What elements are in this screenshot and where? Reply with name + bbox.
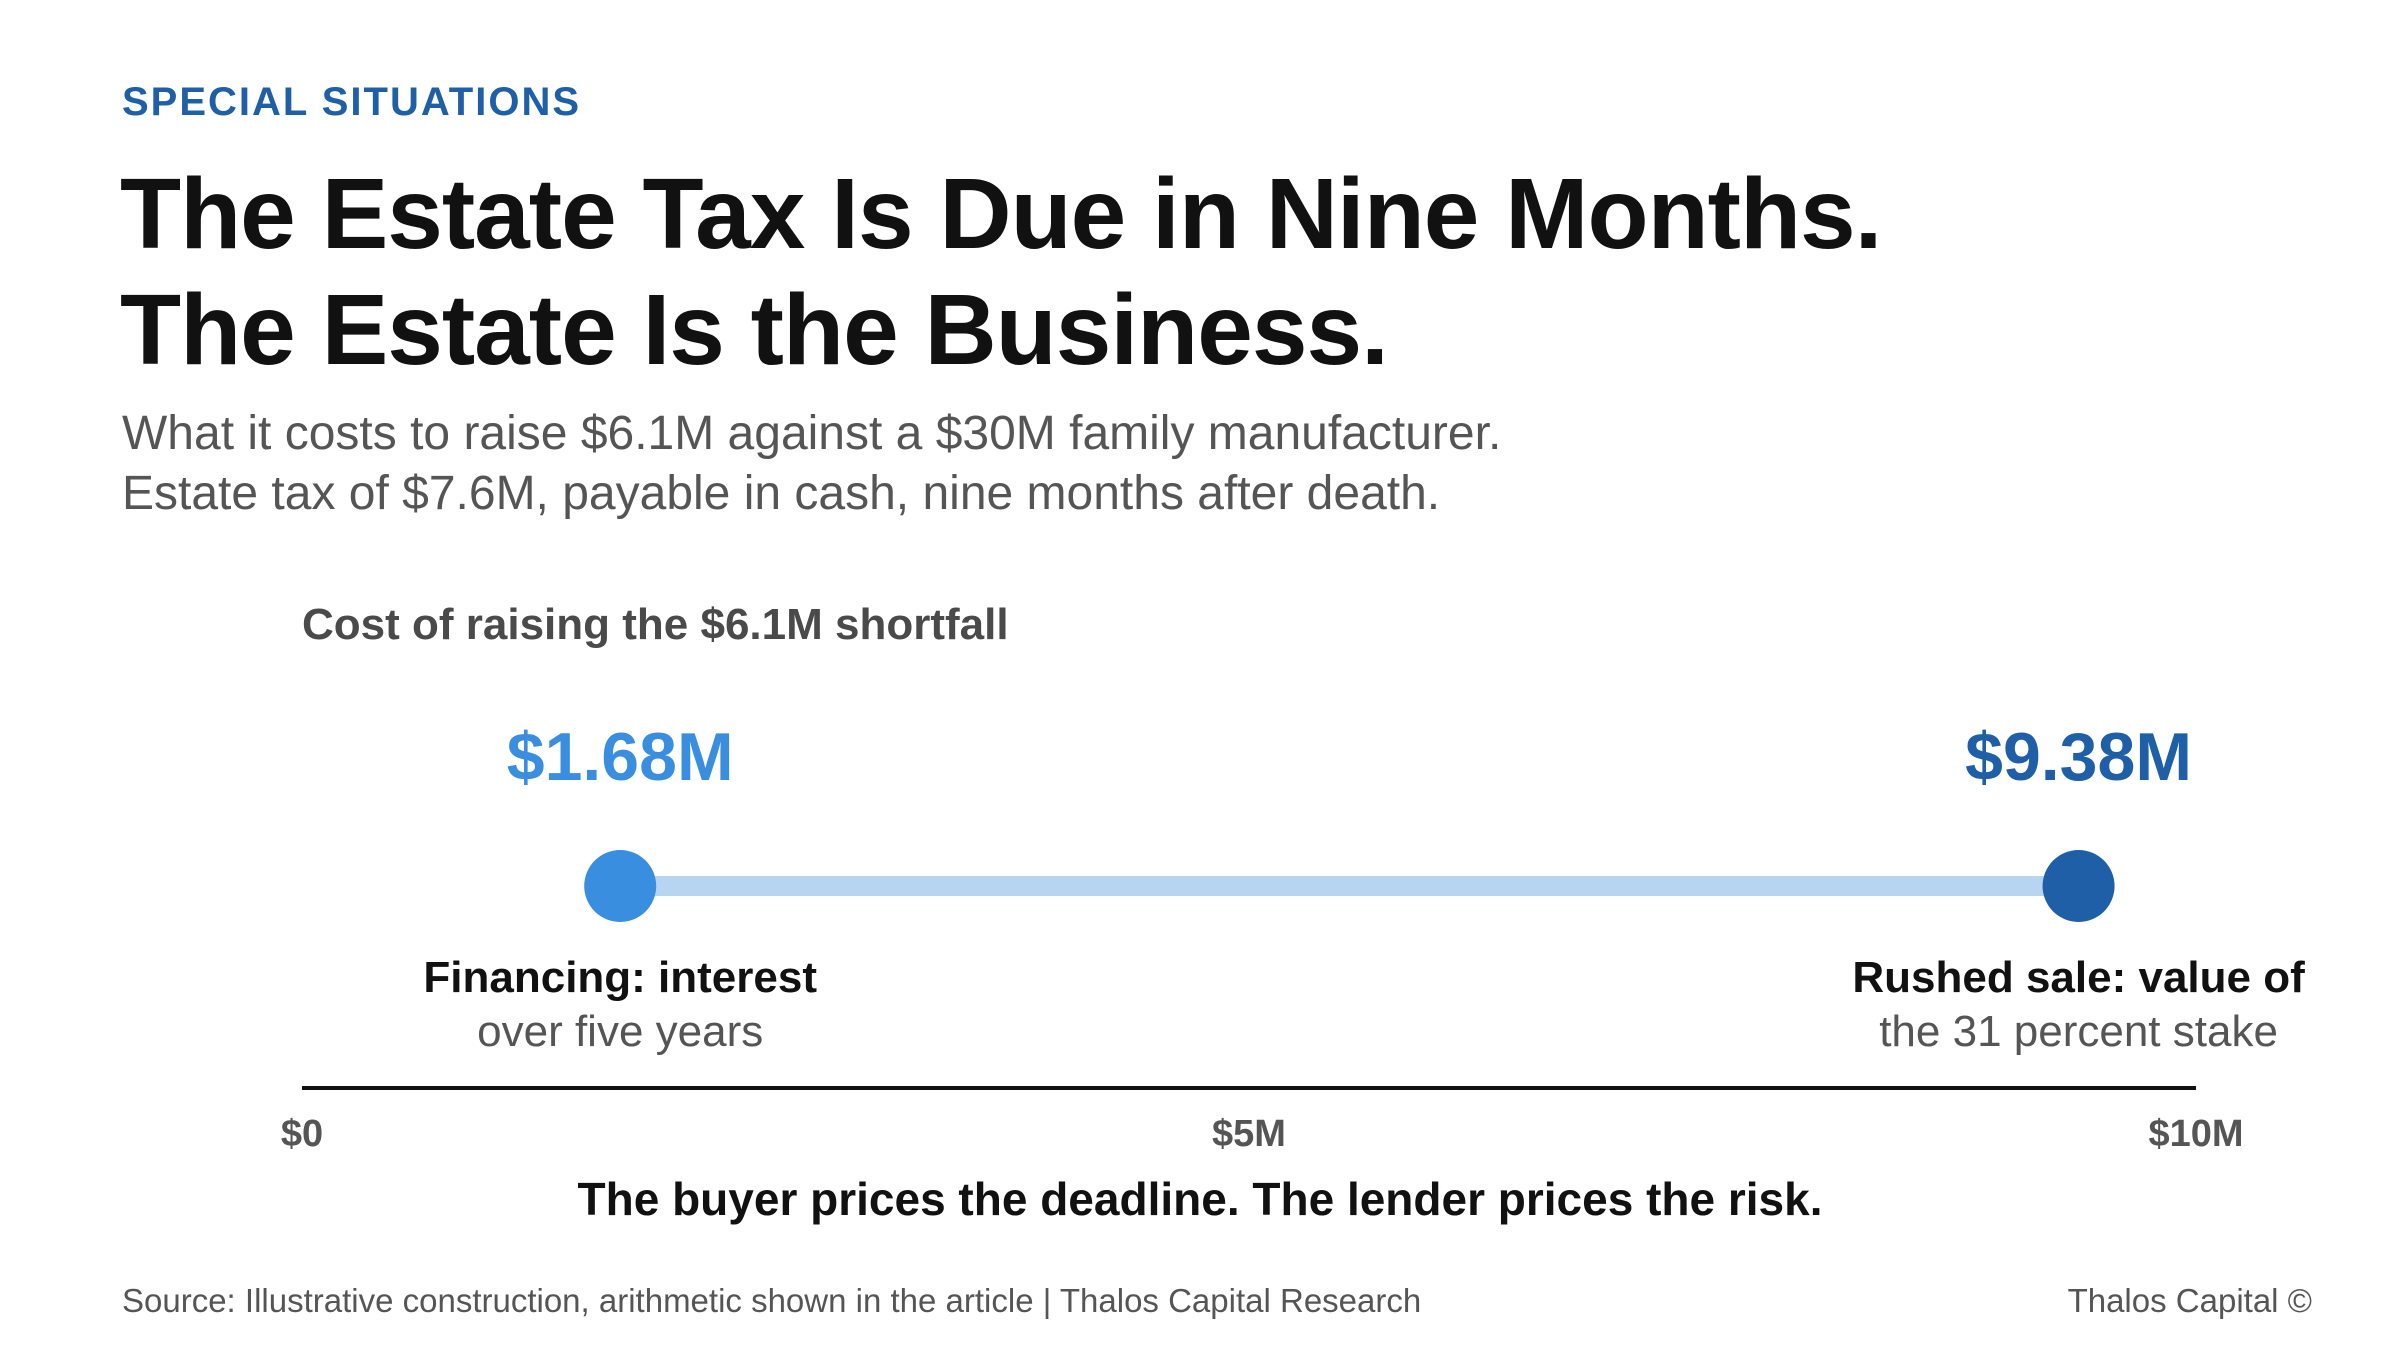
subtitle-line-2: Estate tax of $7.6M, payable in cash, ni… <box>122 467 1441 520</box>
x-tick-label: $5M <box>1212 1113 1286 1155</box>
data-point <box>2042 850 2115 922</box>
subtitle-line-1: What it costs to raise $6.1M against a $… <box>122 407 1502 460</box>
page-subtitle: What it costs to raise $6.1M against a $… <box>122 404 2222 524</box>
brand-credit: Thalos Capital © <box>2067 1282 2312 1319</box>
chart-title: Cost of raising the $6.1M shortfall <box>302 600 1009 649</box>
data-point-value-label: $1.68M <box>507 719 734 795</box>
data-point <box>584 850 657 922</box>
page-title: The Estate Tax Is Due in Nine Months. Th… <box>120 156 2320 388</box>
title-line-1: The Estate Tax Is Due in Nine Months. <box>120 158 1882 270</box>
x-tick-label: $10M <box>2148 1113 2243 1155</box>
section-kicker: SPECIAL SITUATIONS <box>122 80 582 124</box>
data-point-value-label: $9.38M <box>1965 719 2192 795</box>
data-point-category-label: Rushed sale: value of <box>1852 953 2305 1002</box>
chart-takeaway: The buyer prices the deadline. The lende… <box>577 1173 1823 1225</box>
data-point-category-sublabel: the 31 percent stake <box>1879 1007 2278 1056</box>
data-point-category-label: Financing: interest <box>423 953 817 1002</box>
title-line-2: The Estate Is the Business. <box>120 274 1389 386</box>
source-note: Source: Illustrative construction, arith… <box>122 1282 1422 1319</box>
x-tick-label: $0 <box>281 1113 323 1155</box>
data-point-category-sublabel: over five years <box>477 1007 763 1056</box>
